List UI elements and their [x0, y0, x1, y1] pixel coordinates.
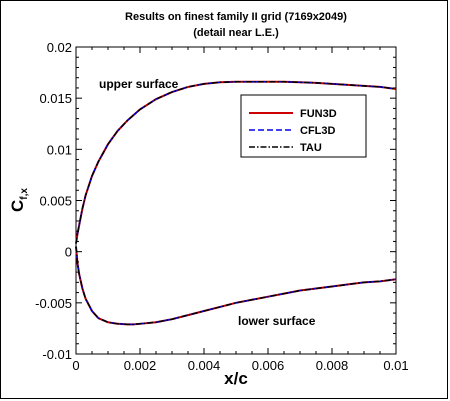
lower-surface-label: lower surface [238, 314, 316, 328]
y-tick-label: 0.01 [47, 142, 72, 157]
axis-ticks: 0 0.002 0.004 0.006 0.008 0.01 -0.01 -0.005 0 0.0… [35, 40, 409, 373]
series-cfl3d-lower-line [75, 246, 397, 326]
legend-label-fun3d: FUN3D [300, 108, 337, 120]
legend-label-cfl3d: CFL3D [300, 125, 336, 137]
x-tick-label: 0.006 [252, 358, 285, 373]
chart-title: Results on finest family II grid (7169x2… [125, 11, 347, 23]
y-axis-label: Cf,x [8, 188, 30, 212]
x-axis-label: x/c [224, 369, 248, 388]
y-tick-label: 0.015 [39, 91, 72, 106]
x-tick-label: 0.008 [316, 358, 349, 373]
x-tick-label: 0.01 [383, 358, 408, 373]
y-tick-label: 0.005 [39, 194, 72, 209]
plot-area [75, 46, 397, 355]
x-tick-label: 0.004 [188, 358, 221, 373]
curves [75, 80, 397, 326]
svg-text:Cf,x: Cf,x [8, 188, 30, 212]
y-tick-label: 0.02 [47, 40, 72, 55]
series-fun3d-lower-line [75, 246, 397, 326]
chart-subtitle: (detail near L.E.) [193, 27, 279, 39]
x-tick-label: 0.002 [124, 358, 157, 373]
y-tick-label: 0 [65, 245, 72, 260]
legend-label-tau: TAU [300, 142, 322, 154]
y-tick-label: -0.005 [35, 296, 72, 311]
y-axis-label-main: C [8, 200, 27, 212]
upper-surface-label: upper surface [99, 77, 179, 91]
y-tick-label: -0.01 [42, 347, 72, 362]
series-tau-lower-line [75, 246, 397, 326]
series-cfl3d-upper-line [75, 81, 397, 244]
x-tick-label: 0 [72, 358, 79, 373]
legend: FUN3D CFL3D TAU [240, 94, 367, 158]
y-axis-label-sub: f,x [19, 188, 30, 200]
